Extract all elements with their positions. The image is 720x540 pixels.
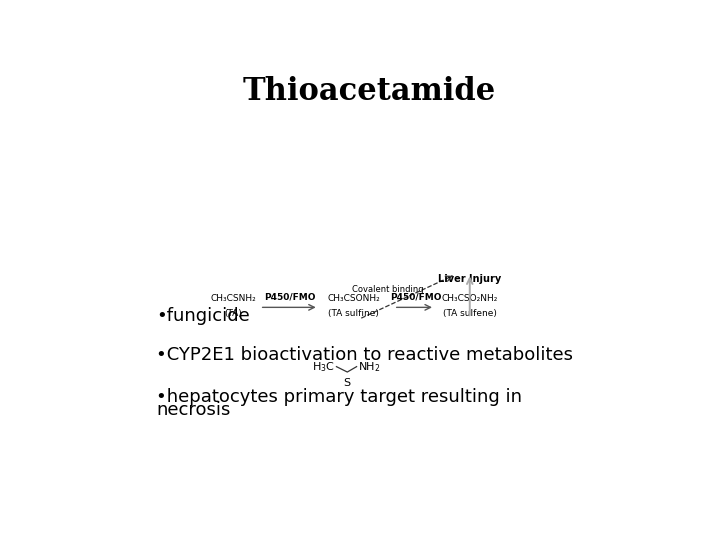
Text: •CYP2E1 bioactivation to reactive metabolites: •CYP2E1 bioactivation to reactive metabo… (156, 346, 573, 364)
Text: necrosis: necrosis (156, 401, 230, 419)
Text: Liver Injury: Liver Injury (438, 274, 501, 284)
Text: (TA): (TA) (225, 309, 242, 318)
Text: •fungicide: •fungicide (156, 307, 250, 325)
Text: P450/FMO: P450/FMO (264, 292, 315, 301)
Text: CH₃CSNH₂: CH₃CSNH₂ (210, 294, 256, 303)
Text: NH$_2$: NH$_2$ (358, 360, 381, 374)
Text: (TA sulfene): (TA sulfene) (443, 309, 497, 318)
Text: P450/FMO: P450/FMO (390, 292, 441, 301)
Text: H$_3$C: H$_3$C (312, 360, 335, 374)
Text: Covalent binding: Covalent binding (352, 285, 423, 294)
Text: CH₃CSO₂NH₂: CH₃CSO₂NH₂ (441, 294, 498, 303)
Text: •hepatocytes primary target resulting in: •hepatocytes primary target resulting in (156, 388, 522, 406)
Text: (TA sulfine): (TA sulfine) (328, 309, 379, 318)
Text: Thioacetamide: Thioacetamide (243, 76, 495, 107)
Text: CH₃CSONH₂: CH₃CSONH₂ (327, 294, 380, 303)
Text: S: S (343, 378, 351, 388)
